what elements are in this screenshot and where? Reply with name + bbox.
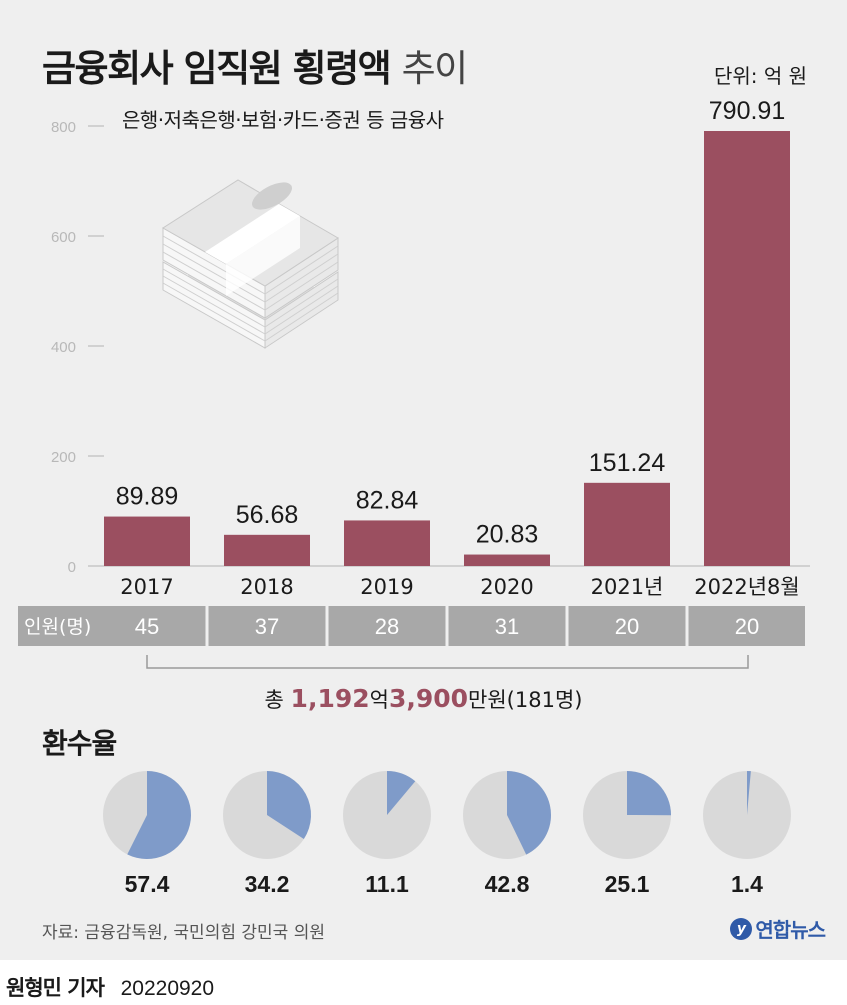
money-stack-icon xyxy=(162,179,339,349)
people-row-divider-2 xyxy=(325,606,329,646)
category-label-3: 2020 xyxy=(480,575,533,599)
category-label-4: 2021년 xyxy=(591,575,664,599)
yonhap-logo: y 연합뉴스 xyxy=(730,914,826,943)
bar-5 xyxy=(704,130,790,566)
bar-value-label-4: 151.24 xyxy=(589,449,666,477)
total-prefix: 총 xyxy=(264,688,284,712)
pie-value-label-0: 57.4 xyxy=(125,871,170,897)
category-label-5: 2022년8월 xyxy=(694,575,799,599)
bar-series: 89.89 2017 56.68 2018 82.84 2019 20.83 2020 151.… xyxy=(92,97,810,599)
people-row: 인원(명) 45 37 28 31 20 20 xyxy=(18,606,805,646)
pie-value-label-4: 25.1 xyxy=(605,871,650,897)
title-light: 추이 xyxy=(401,47,469,90)
people-row-divider-4 xyxy=(565,606,569,646)
people-count-0: 45 xyxy=(135,614,159,639)
page-title: 금융회사 임직원 횡령액 추이 xyxy=(42,38,469,92)
recovery-title: 환수율 xyxy=(42,727,117,760)
pie-value-label-2: 11.1 xyxy=(365,871,409,897)
y-tick-label-4: 800 xyxy=(51,119,76,136)
pie-slice-5 xyxy=(747,771,751,815)
bar-value-label-3: 20.83 xyxy=(476,521,539,549)
people-row-divider-3 xyxy=(445,606,449,646)
pie-value-label-1: 34.2 xyxy=(245,871,290,897)
category-label-1: 2018 xyxy=(240,575,293,599)
people-count-5: 20 xyxy=(735,614,759,639)
bar-value-label-2: 82.84 xyxy=(356,486,419,514)
bar-1 xyxy=(224,534,310,566)
y-tick-label-1: 200 xyxy=(51,449,76,466)
total-unit-1: 억 xyxy=(369,688,389,712)
people-count-3: 31 xyxy=(495,614,519,639)
recovery-pies: 57.4 34.2 11.1 42.8 25.1 1.4 xyxy=(103,771,791,897)
y-tick-label-3: 600 xyxy=(51,229,76,246)
total-summary: 총 1,192억3,900만원(181명) xyxy=(0,684,847,714)
bar-4 xyxy=(584,482,670,566)
title-bold: 금융회사 임직원 횡령액 xyxy=(42,47,392,90)
total-amount-2: 3,900 xyxy=(388,684,469,713)
unit-label: 단위: 억 원 xyxy=(713,64,807,88)
category-label-0: 2017 xyxy=(120,575,173,599)
bar-2 xyxy=(344,520,430,566)
y-tick-label-2: 400 xyxy=(51,339,76,356)
reporter-name: 원형민 기자 xyxy=(6,976,105,1000)
total-amount-1: 1,192 xyxy=(290,684,370,713)
pie-slice-3 xyxy=(507,771,551,855)
yonhap-logo-icon: y xyxy=(730,917,753,940)
pie-slice-1 xyxy=(267,771,311,840)
pie-slice-4 xyxy=(627,771,672,816)
people-count-4: 20 xyxy=(615,614,639,639)
category-label-2: 2019 xyxy=(360,575,413,599)
people-count-1: 37 xyxy=(255,614,279,639)
byline: 원형민 기자 20220920 xyxy=(6,972,214,1002)
people-row-label: 인원(명) xyxy=(24,616,91,638)
bar-0 xyxy=(104,516,190,566)
total-unit-2: 만원 xyxy=(468,688,507,712)
bar-value-label-0: 89.89 xyxy=(116,483,179,511)
people-row-divider-1 xyxy=(205,606,209,646)
bar-value-label-1: 56.68 xyxy=(236,501,299,529)
y-axis: 0 200 400 600 800 xyxy=(51,119,104,576)
total-count: (181명) xyxy=(506,688,583,712)
pie-slice-0 xyxy=(127,771,191,859)
chart-subtitle: 은행·저축은행·보험·카드·증권 등 금융사 xyxy=(122,108,444,132)
publish-date: 20220920 xyxy=(120,977,215,1000)
source-note: 자료: 금융감독원, 국민의힘 강민국 의원 xyxy=(42,923,325,943)
bar-3 xyxy=(464,554,550,566)
bar-value-label-5: 790.91 xyxy=(709,97,785,125)
pie-value-label-3: 42.8 xyxy=(485,871,530,897)
people-count-2: 28 xyxy=(375,614,399,639)
logo-text: 연합뉴스 xyxy=(755,918,826,942)
people-row-bg xyxy=(18,606,805,646)
total-bracket xyxy=(146,655,749,669)
y-tick-label-0: 0 xyxy=(68,559,76,576)
pie-slice-2 xyxy=(387,771,416,815)
people-row-divider-5 xyxy=(685,606,689,646)
pie-value-label-5: 1.4 xyxy=(731,871,763,897)
